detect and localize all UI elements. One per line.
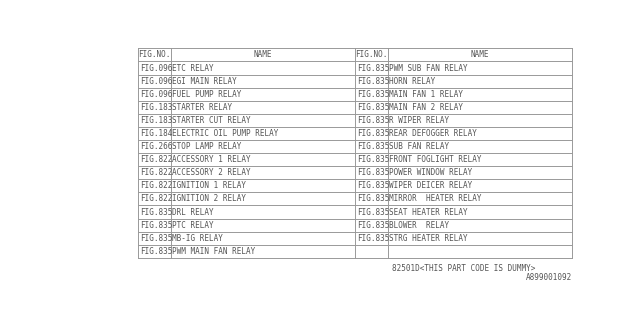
Text: PTC RELAY: PTC RELAY — [172, 220, 214, 230]
Text: FIG.835: FIG.835 — [140, 234, 172, 243]
Text: FIG.183: FIG.183 — [140, 103, 172, 112]
Text: FIG.835: FIG.835 — [356, 129, 389, 138]
Text: FIG.266: FIG.266 — [140, 142, 172, 151]
Text: SUB FAN RELAY: SUB FAN RELAY — [389, 142, 449, 151]
Text: FIG.835: FIG.835 — [356, 234, 389, 243]
Text: A899001092: A899001092 — [526, 273, 572, 282]
Text: MAIN FAN 2 RELAY: MAIN FAN 2 RELAY — [389, 103, 463, 112]
Text: FIG.835: FIG.835 — [140, 247, 172, 256]
Text: FIG.184: FIG.184 — [140, 129, 172, 138]
Text: FIG.835: FIG.835 — [356, 168, 389, 177]
Text: FIG.835: FIG.835 — [356, 90, 389, 99]
Text: FIG.835: FIG.835 — [140, 208, 172, 217]
Text: FIG.822: FIG.822 — [140, 181, 172, 190]
Text: STOP LAMP RELAY: STOP LAMP RELAY — [172, 142, 242, 151]
Text: SEAT HEATER RELAY: SEAT HEATER RELAY — [389, 208, 468, 217]
Text: FIG.096: FIG.096 — [140, 64, 172, 73]
Text: STRG HEATER RELAY: STRG HEATER RELAY — [389, 234, 468, 243]
Text: FIG.835: FIG.835 — [356, 195, 389, 204]
Text: FIG.835: FIG.835 — [356, 116, 389, 125]
Text: FRONT FOGLIGHT RELAY: FRONT FOGLIGHT RELAY — [389, 155, 482, 164]
Text: POWER WINDOW RELAY: POWER WINDOW RELAY — [389, 168, 472, 177]
Text: FIG.835: FIG.835 — [356, 64, 389, 73]
Text: ETC RELAY: ETC RELAY — [172, 64, 214, 73]
Text: FIG.835: FIG.835 — [356, 142, 389, 151]
Text: STARTER CUT RELAY: STARTER CUT RELAY — [172, 116, 251, 125]
Text: R WIPER RELAY: R WIPER RELAY — [389, 116, 449, 125]
Text: 82501D<THIS PART CODE IS DUMMY>: 82501D<THIS PART CODE IS DUMMY> — [392, 264, 535, 273]
Text: FIG.183: FIG.183 — [140, 116, 172, 125]
Text: ACCESSORY 2 RELAY: ACCESSORY 2 RELAY — [172, 168, 251, 177]
Text: ELECTRIC OIL PUMP RELAY: ELECTRIC OIL PUMP RELAY — [172, 129, 278, 138]
Text: FIG.822: FIG.822 — [140, 155, 172, 164]
Text: STARTER RELAY: STARTER RELAY — [172, 103, 232, 112]
Text: FIG.835: FIG.835 — [356, 76, 389, 86]
Text: FIG.096: FIG.096 — [140, 76, 172, 86]
Text: FIG.835: FIG.835 — [356, 208, 389, 217]
Text: ACCESSORY 1 RELAY: ACCESSORY 1 RELAY — [172, 155, 251, 164]
Text: FUEL PUMP RELAY: FUEL PUMP RELAY — [172, 90, 242, 99]
Text: FIG.835: FIG.835 — [140, 220, 172, 230]
Text: NAME: NAME — [470, 51, 489, 60]
Text: FIG.835: FIG.835 — [356, 181, 389, 190]
Text: FIG.835: FIG.835 — [356, 155, 389, 164]
Text: REAR DEFOGGER RELAY: REAR DEFOGGER RELAY — [389, 129, 477, 138]
Text: PWM SUB FAN RELAY: PWM SUB FAN RELAY — [389, 64, 468, 73]
Text: FIG.835: FIG.835 — [356, 103, 389, 112]
Text: MIRROR  HEATER RELAY: MIRROR HEATER RELAY — [389, 195, 482, 204]
Text: EGI MAIN RELAY: EGI MAIN RELAY — [172, 76, 237, 86]
Text: IGNITION 1 RELAY: IGNITION 1 RELAY — [172, 181, 246, 190]
Text: BLOWER  RELAY: BLOWER RELAY — [389, 220, 449, 230]
Text: DRL RELAY: DRL RELAY — [172, 208, 214, 217]
Text: FIG.NO.: FIG.NO. — [355, 51, 388, 60]
Text: PWM MAIN FAN RELAY: PWM MAIN FAN RELAY — [172, 247, 255, 256]
Text: MAIN FAN 1 RELAY: MAIN FAN 1 RELAY — [389, 90, 463, 99]
Text: MB-IG RELAY: MB-IG RELAY — [172, 234, 223, 243]
Text: WIPER DEICER RELAY: WIPER DEICER RELAY — [389, 181, 472, 190]
Text: HORN RELAY: HORN RELAY — [389, 76, 435, 86]
Text: FIG.096: FIG.096 — [140, 90, 172, 99]
Text: FIG.822: FIG.822 — [140, 195, 172, 204]
Text: FIG.822: FIG.822 — [140, 168, 172, 177]
Text: FIG.835: FIG.835 — [356, 220, 389, 230]
Text: FIG.NO.: FIG.NO. — [138, 51, 171, 60]
Text: IGNITION 2 RELAY: IGNITION 2 RELAY — [172, 195, 246, 204]
Text: NAME: NAME — [253, 51, 272, 60]
